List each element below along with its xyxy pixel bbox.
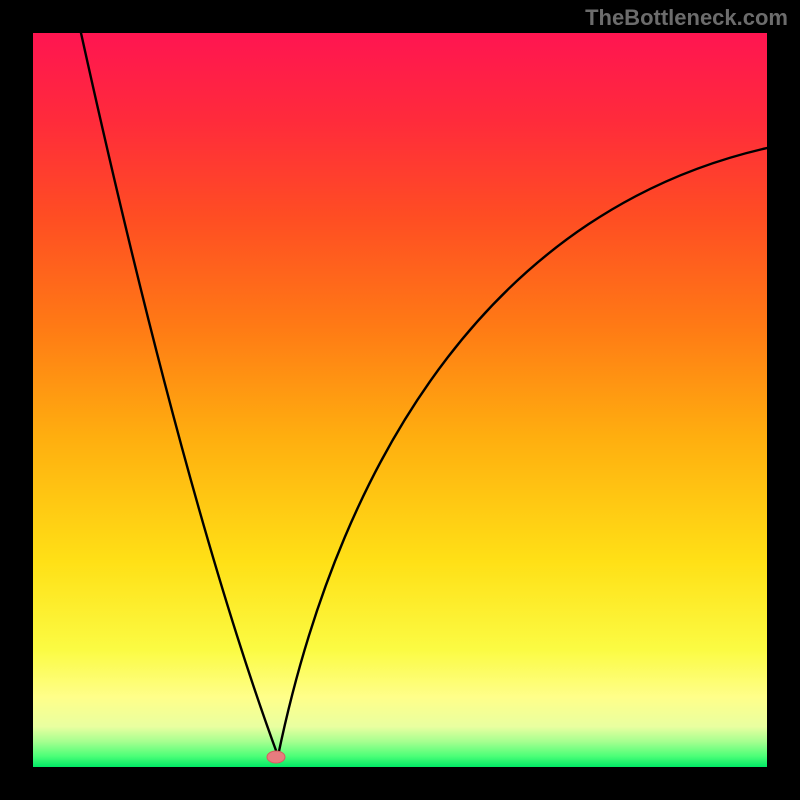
border-bottom bbox=[0, 767, 800, 800]
vertex-marker bbox=[267, 751, 285, 763]
plot-area bbox=[33, 33, 767, 767]
gradient-background bbox=[33, 33, 767, 767]
watermark-text: TheBottleneck.com bbox=[585, 5, 788, 31]
chart-frame: TheBottleneck.com bbox=[0, 0, 800, 800]
border-right bbox=[767, 0, 800, 800]
plot-svg bbox=[33, 33, 767, 767]
border-left bbox=[0, 0, 33, 800]
